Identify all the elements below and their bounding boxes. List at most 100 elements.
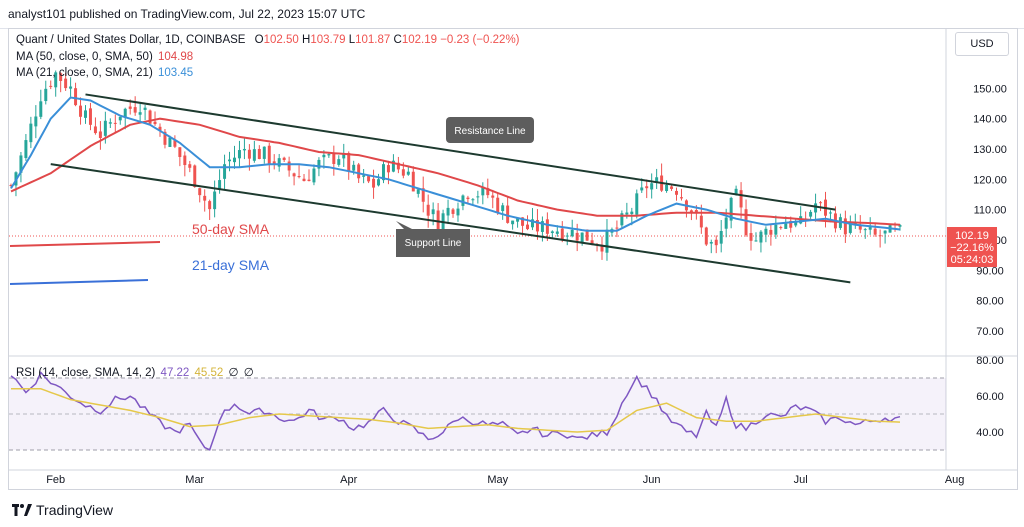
candle-body — [794, 220, 798, 226]
resistance-callout[interactable]: Resistance Line — [446, 117, 534, 143]
candle-body — [575, 232, 579, 241]
ohlc-change: −0.23 (−0.22%) — [440, 34, 520, 46]
rsi-empty-symbol-1: ∅ — [228, 367, 239, 379]
candle-body — [401, 169, 405, 176]
candle-body — [873, 228, 877, 235]
candle-body — [729, 197, 733, 221]
candle-body — [257, 148, 261, 160]
candle-body — [128, 106, 132, 109]
candle-body — [645, 186, 649, 189]
candle-body — [714, 239, 718, 246]
candle-body — [158, 126, 162, 131]
publisher-text: analyst101 published on TradingView.com,… — [8, 7, 366, 21]
candle-body — [843, 218, 847, 235]
candle-body — [74, 88, 78, 106]
candle-body — [247, 149, 251, 159]
candle-body — [650, 183, 654, 190]
candle-body — [734, 188, 738, 195]
candle-body — [526, 224, 530, 230]
candle-body — [69, 86, 73, 89]
candle-body — [486, 188, 490, 196]
resistance-channel-line[interactable] — [85, 93, 836, 211]
candle-body — [446, 207, 450, 216]
candle-body — [863, 229, 867, 231]
candle-body — [625, 212, 629, 215]
tradingview-logo-icon — [12, 504, 32, 516]
ma50-legend: MA (50, close, 0, SMA, 50) 104.98 — [16, 51, 193, 63]
candle-body — [272, 161, 276, 165]
candle-body — [347, 152, 351, 172]
candle-body — [297, 176, 301, 178]
rsi-tick-label: 60.00 — [976, 391, 1004, 403]
candle-body — [173, 140, 177, 147]
ma21-legend: MA (21, close, 0, SMA, 21) 103.45 — [16, 67, 193, 79]
candle-body — [868, 227, 872, 230]
candle-body — [302, 178, 306, 182]
currency-button[interactable]: USD — [955, 32, 1009, 56]
rsi-legend-value: 47.22 — [160, 367, 190, 379]
candle-body — [481, 186, 485, 196]
candle-body — [84, 110, 87, 118]
support-callout[interactable]: Support Line — [396, 221, 470, 257]
candle-body — [501, 205, 505, 212]
candle-body — [367, 176, 371, 182]
candle-body — [138, 112, 142, 115]
candle-body — [550, 231, 554, 234]
candle-body — [605, 229, 609, 253]
candle-body — [357, 164, 361, 179]
rsi-line — [10, 371, 901, 451]
candle-body — [228, 159, 232, 162]
candle-body — [98, 131, 102, 139]
rsi-legend: RSI (14, close, SMA, 14, 2) 47.22 45.52 … — [16, 365, 254, 379]
candle-body — [322, 154, 326, 158]
candle-body — [615, 227, 619, 229]
candle-body — [769, 229, 773, 235]
candle-body — [858, 225, 862, 230]
candle-body — [391, 160, 395, 172]
candle-body — [461, 195, 465, 206]
candle-body — [372, 178, 376, 188]
candle-body — [233, 157, 236, 163]
candle-body — [630, 211, 634, 215]
candle-body — [759, 231, 763, 243]
sma50-annotation: 50-day SMA — [192, 221, 270, 237]
rsi-ma-legend-value: 45.52 — [194, 367, 224, 379]
candle-body — [317, 159, 321, 169]
sma21-annotation: 21-day SMA — [192, 257, 270, 273]
candle-body — [108, 122, 112, 124]
candle-body — [754, 240, 758, 242]
sma21-legend-line — [9, 279, 149, 285]
candle-body — [704, 227, 708, 245]
price-tick-label: 150.00 — [973, 83, 1007, 95]
candle-body — [9, 185, 13, 187]
candle-body — [242, 148, 246, 151]
candle-body — [252, 149, 256, 161]
candle-body — [848, 223, 852, 233]
price-badge-price: 102.19 — [955, 230, 989, 242]
footer-brand[interactable]: TradingView — [36, 502, 114, 518]
candle-body — [590, 240, 594, 244]
candle-body — [208, 201, 212, 210]
candle-body — [511, 220, 515, 225]
candle-body — [496, 197, 500, 213]
support-channel-line[interactable] — [50, 163, 851, 284]
time-tick-label: Jun — [643, 474, 661, 486]
candle-body — [699, 215, 703, 228]
candle-body — [476, 196, 480, 198]
candle-body — [193, 165, 197, 188]
candle-body — [471, 199, 475, 201]
price-tick-label: 90.00 — [976, 265, 1004, 277]
ohlc-low: 101.87 — [355, 34, 391, 46]
price-badge: 102.19 −22.16% 05:24:03 — [947, 227, 997, 267]
candle-body — [749, 233, 753, 241]
candle-body — [670, 186, 674, 189]
time-tick-label: May — [487, 474, 508, 486]
candle-body — [675, 190, 678, 195]
candle-body — [521, 217, 525, 226]
candle-body — [103, 120, 107, 136]
candle-body — [54, 72, 58, 88]
candle-body — [779, 227, 783, 229]
candle-body — [411, 171, 415, 192]
candle-body — [883, 230, 887, 234]
